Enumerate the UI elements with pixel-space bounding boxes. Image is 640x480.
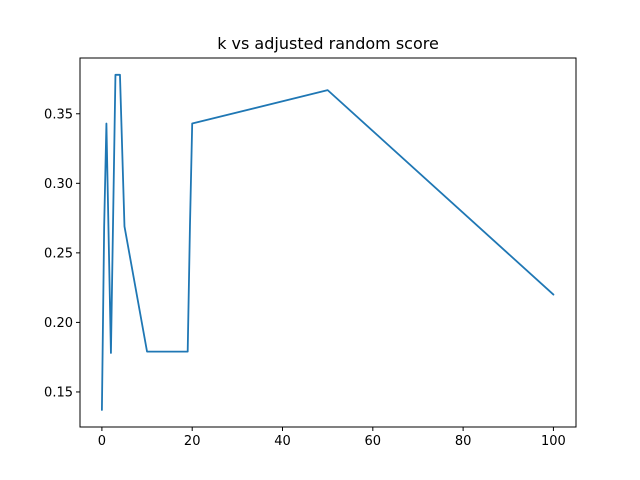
y-tick-label: 0.15 xyxy=(44,385,73,400)
y-tick-label: 0.25 xyxy=(44,246,73,261)
y-axis-ticks: 0.15 0.20 0.25 0.30 0.35 xyxy=(44,107,80,400)
x-tick-label: 40 xyxy=(274,434,291,449)
chart-title: k vs adjusted random score xyxy=(217,34,439,53)
x-tick-label: 0 xyxy=(98,434,106,449)
y-tick-label: 0.20 xyxy=(44,316,73,331)
x-tick-label: 60 xyxy=(365,434,382,449)
plot-area-frame xyxy=(79,57,577,428)
x-tick-label: 80 xyxy=(455,434,472,449)
y-tick-label: 0.35 xyxy=(44,107,73,122)
y-tick-label: 0.30 xyxy=(44,177,73,192)
x-axis-ticks: 0 20 40 60 80 100 xyxy=(98,427,566,449)
x-tick-label: 100 xyxy=(541,434,566,449)
series-layer xyxy=(101,73,555,411)
series-line xyxy=(101,73,555,411)
x-tick-label: 20 xyxy=(184,434,201,449)
